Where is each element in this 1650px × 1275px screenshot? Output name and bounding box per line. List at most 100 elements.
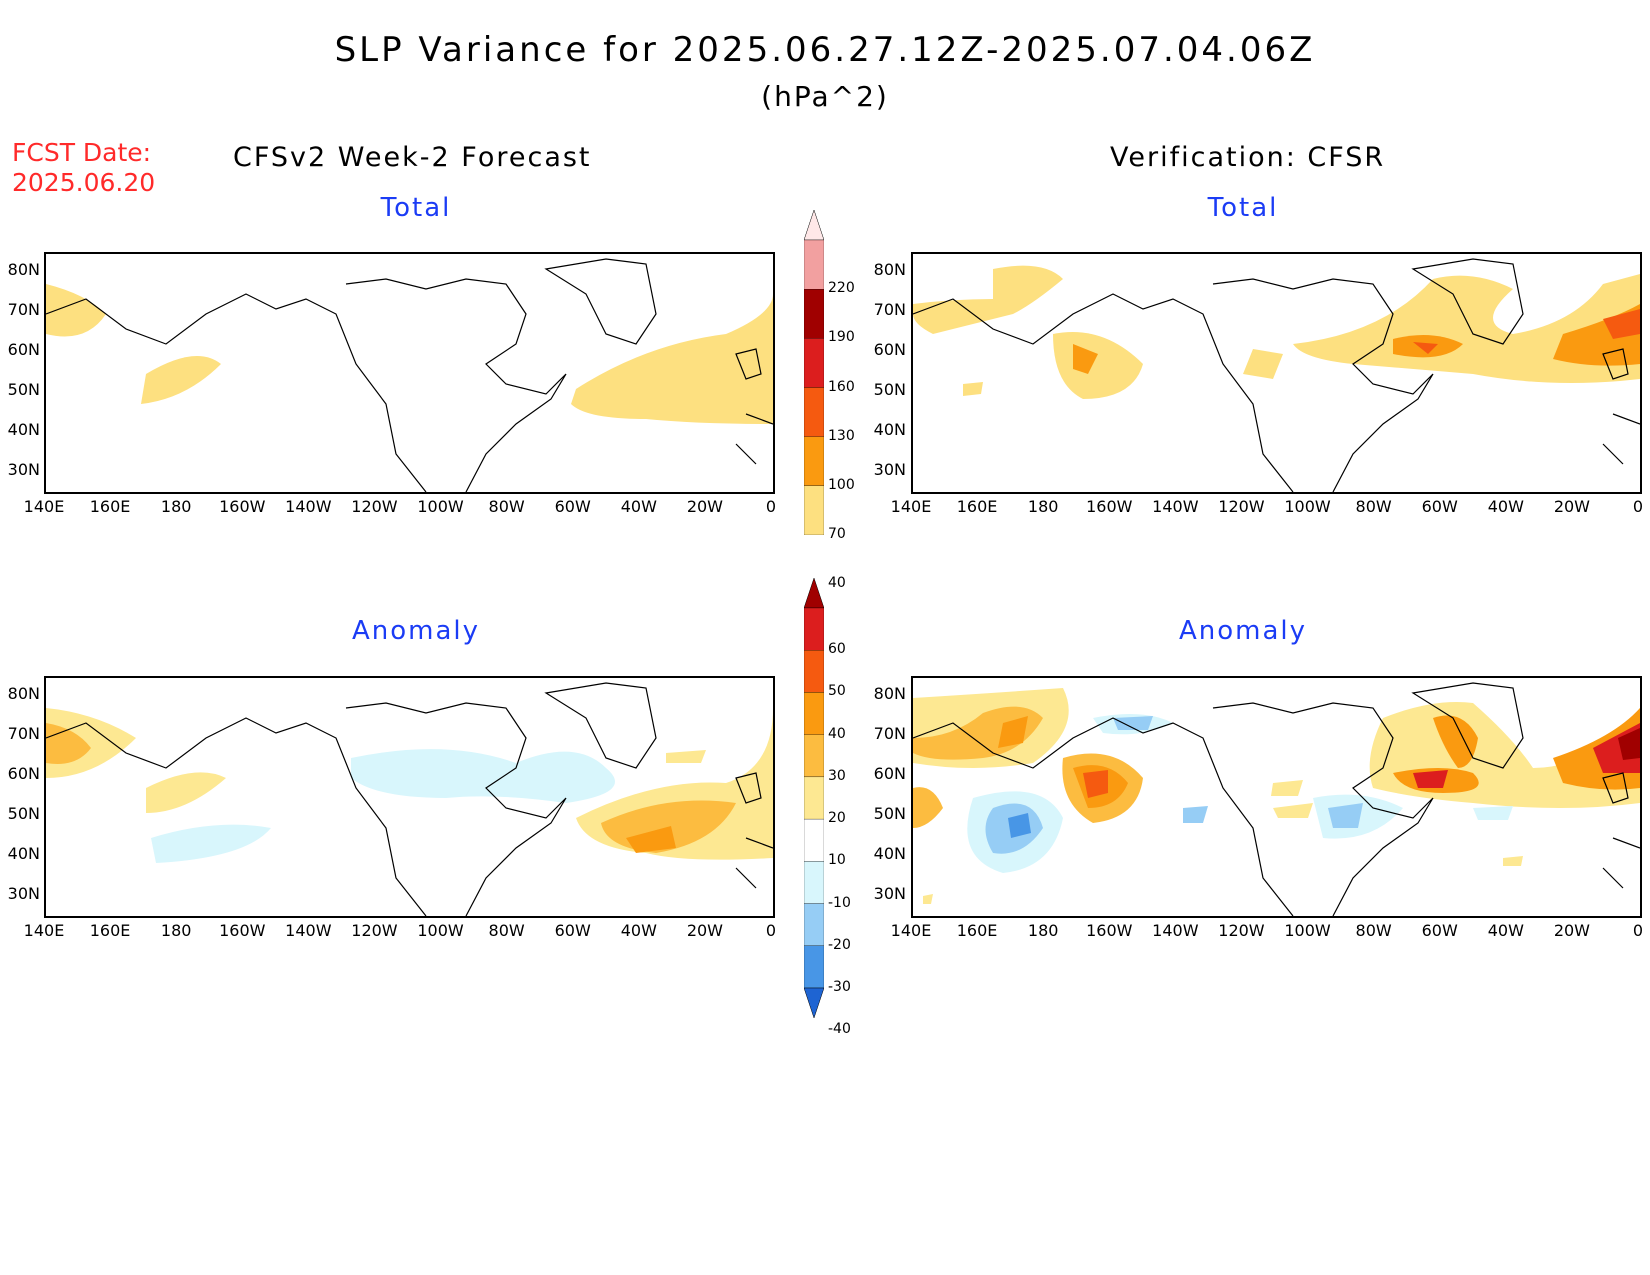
colorbar-swatch bbox=[803, 387, 825, 437]
colorbar-swatch bbox=[803, 945, 825, 989]
total-colorbar bbox=[803, 209, 825, 536]
lon-label: 140E bbox=[23, 921, 65, 940]
colorbar-swatch bbox=[803, 861, 825, 904]
lat-label: 70N bbox=[7, 724, 40, 743]
colorbar-label: 100 bbox=[828, 476, 855, 493]
lon-label: 0 bbox=[765, 921, 777, 940]
left-column-header: CFSv2 Week-2 Forecast bbox=[233, 142, 592, 173]
lon-label: 160W bbox=[1086, 497, 1133, 516]
lat-label: 80N bbox=[873, 684, 906, 703]
lat-label: 80N bbox=[873, 260, 906, 279]
colorbar-label: 70 bbox=[828, 526, 846, 542]
units-label: (hPa^2) bbox=[761, 80, 889, 113]
colorbar-swatch bbox=[803, 289, 825, 339]
lon-label: 100W bbox=[417, 497, 464, 516]
anomaly-colorbar bbox=[803, 577, 825, 1019]
lon-label: 0 bbox=[1632, 497, 1644, 516]
lon-label: 40W bbox=[620, 921, 657, 940]
forecast-anomaly-map bbox=[44, 676, 775, 918]
colorbar-swatch bbox=[803, 818, 825, 862]
fcst-date: FCST Date: 2025.06.20 bbox=[12, 138, 155, 198]
lon-label: 140W bbox=[285, 497, 332, 516]
lon-label: 140E bbox=[23, 497, 65, 516]
top-right-panel-title: Total bbox=[1207, 193, 1279, 223]
lon-label: 160E bbox=[89, 497, 131, 516]
lon-label: 100W bbox=[417, 921, 464, 940]
lat-label: 70N bbox=[873, 724, 906, 743]
lon-label: 40W bbox=[1487, 921, 1524, 940]
colorbar-label: 190 bbox=[828, 329, 855, 346]
lon-label: 160E bbox=[89, 921, 131, 940]
lon-label: 140W bbox=[285, 921, 332, 940]
top-left-panel-title: Total bbox=[380, 193, 452, 223]
lon-label: 160W bbox=[219, 497, 266, 516]
lon-label: 180 bbox=[160, 497, 192, 516]
lon-label: 80W bbox=[1355, 921, 1392, 940]
lon-label: 80W bbox=[1355, 497, 1392, 516]
fcst-date-value: 2025.06.20 bbox=[12, 168, 156, 197]
colorbar-swatch bbox=[803, 239, 825, 290]
colorbar-label: 160 bbox=[828, 378, 855, 395]
colorbar-label: -40 bbox=[828, 1021, 851, 1038]
colorbar-label: 40 bbox=[828, 575, 846, 592]
lon-label: 100W bbox=[1284, 497, 1331, 516]
lon-label: 120W bbox=[1218, 921, 1265, 940]
lon-label: 60W bbox=[1421, 497, 1458, 516]
anomaly-colorbar-swatches bbox=[803, 577, 825, 1019]
lat-label: 40N bbox=[873, 844, 906, 863]
forecast-total-map bbox=[44, 252, 775, 494]
colorbar-label: 130 bbox=[828, 427, 855, 444]
lon-label: 120W bbox=[1218, 497, 1265, 516]
fcst-date-label: FCST Date: bbox=[12, 138, 152, 167]
lon-label: 40W bbox=[620, 497, 657, 516]
colorbar-swatch bbox=[803, 734, 825, 778]
lon-label: 80W bbox=[488, 921, 525, 940]
bottom-right-panel-title: Anomaly bbox=[1178, 616, 1308, 646]
lat-label: 50N bbox=[7, 804, 40, 823]
colorbar-label: 20 bbox=[828, 810, 846, 827]
lon-label: 20W bbox=[1553, 921, 1590, 940]
right-column-header: Verification: CFSR bbox=[1110, 142, 1386, 173]
forecast-anomaly-field bbox=[46, 682, 773, 916]
lon-label: 180 bbox=[1027, 497, 1059, 516]
lat-label: 60N bbox=[873, 340, 906, 359]
lon-label: 140E bbox=[890, 921, 932, 940]
colorbar-swatch bbox=[803, 692, 825, 735]
colorbar-label: -10 bbox=[828, 894, 851, 911]
colorbar-label: 60 bbox=[828, 641, 846, 658]
colorbar-label: 40 bbox=[828, 725, 846, 742]
colorbar-swatch bbox=[803, 577, 825, 609]
lat-label: 30N bbox=[873, 460, 906, 479]
lon-label: 180 bbox=[1027, 921, 1059, 940]
lat-label: 60N bbox=[7, 340, 40, 359]
lat-label: 30N bbox=[7, 460, 40, 479]
lat-label: 70N bbox=[7, 300, 40, 319]
colorbar-swatch bbox=[803, 607, 825, 651]
lon-label: 20W bbox=[1553, 497, 1590, 516]
lon-label: 120W bbox=[351, 921, 398, 940]
lon-label: 40W bbox=[1487, 497, 1524, 516]
lat-label: 50N bbox=[873, 380, 906, 399]
lon-label: 20W bbox=[686, 497, 723, 516]
colorbar-swatch bbox=[803, 436, 825, 486]
colorbar-label: 30 bbox=[828, 767, 846, 784]
bottom-left-panel-title: Anomaly bbox=[351, 616, 481, 646]
colorbar-swatch bbox=[803, 987, 825, 1019]
colorbar-swatch bbox=[803, 485, 825, 536]
colorbar-label: -20 bbox=[828, 936, 851, 953]
lat-label: 30N bbox=[873, 884, 906, 903]
lon-label: 140E bbox=[890, 497, 932, 516]
lat-label: 40N bbox=[7, 420, 40, 439]
lon-label: 80W bbox=[488, 497, 525, 516]
lon-label: 160E bbox=[956, 497, 998, 516]
colorbar-swatch bbox=[803, 338, 825, 388]
verification-total-field bbox=[913, 258, 1640, 492]
colorbar-swatch bbox=[803, 209, 825, 241]
colorbar-swatch bbox=[803, 650, 825, 693]
lon-label: 160E bbox=[956, 921, 998, 940]
colorbar-label: 50 bbox=[828, 683, 846, 700]
lat-label: 60N bbox=[873, 764, 906, 783]
lon-label: 60W bbox=[554, 497, 591, 516]
verification-anomaly-field bbox=[913, 682, 1640, 916]
colorbar-label: 220 bbox=[828, 280, 855, 297]
